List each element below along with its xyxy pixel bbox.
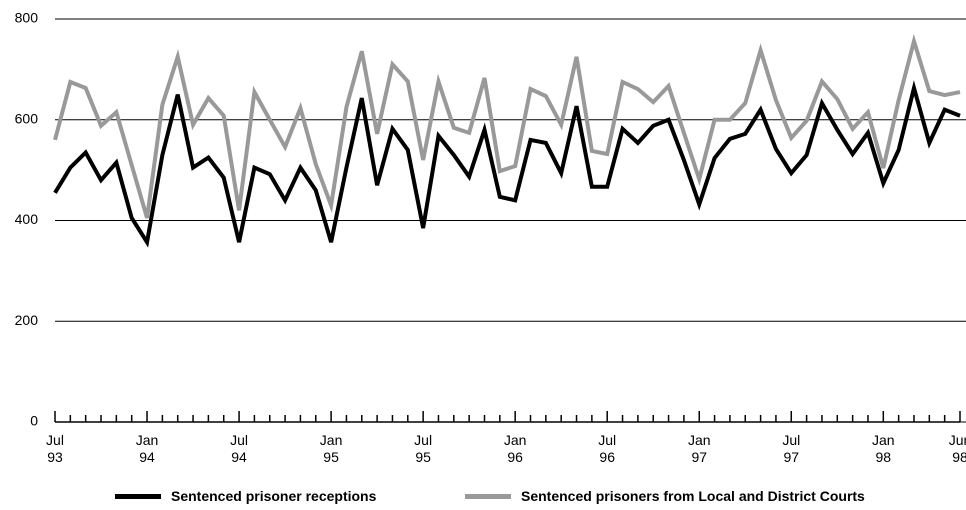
series-line [53,80,961,248]
x-tick-label: Jul 95 [414,432,433,465]
y-tick-label: 600 [15,110,39,126]
x-tick-label: Jul 97 [782,432,801,465]
x-tick-label: Jun 98 [948,432,966,465]
y-tick-label: 0 [30,413,38,429]
x-tick-label: Jan 95 [319,432,343,465]
x-tick-label: Jan 98 [872,432,895,465]
legend-item: Sentenced prisoner receptions [115,488,376,504]
series-line [53,33,961,219]
x-tick-label: Jul 96 [598,432,617,465]
plot-area: 0 200 400 600 800 [15,10,966,429]
x-tick-label: Jul 94 [230,432,249,465]
y-tick-label: 400 [15,211,39,227]
y-tick-label: 200 [15,312,39,328]
legend-label: Sentenced prisoner receptions [171,488,377,504]
x-tick-label: Jul 93 [46,432,64,465]
x-tick-label: Jan 96 [503,432,527,465]
legend-item: Sentenced prisoners from Local and Distr… [465,488,865,504]
y-tick-label: 800 [15,10,39,26]
legend-swatch [115,493,161,499]
legend-label: Sentenced prisoners from Local and Distr… [521,488,865,504]
x-tick-label: Jan 94 [135,432,159,465]
x-tick-label: Jan 97 [687,432,711,465]
legend-swatch [465,493,511,499]
